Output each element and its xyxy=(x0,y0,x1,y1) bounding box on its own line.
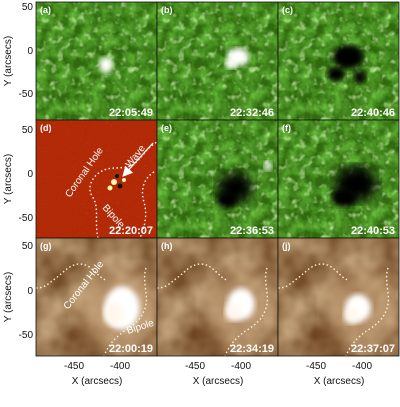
bipole-boundary xyxy=(139,171,155,238)
y-axis-title: Y (arcsecs) xyxy=(3,154,14,204)
panel-h: (h) 22:34:19 xyxy=(156,237,279,357)
y-tick-label: -50 xyxy=(19,330,34,341)
y-tick-label: -50 xyxy=(19,89,34,100)
panel-label: (b) xyxy=(161,5,173,15)
y-tick-label: -50 xyxy=(19,213,34,224)
y-tick-label: 50 xyxy=(22,241,34,252)
panel-time: 22:32:46 xyxy=(230,107,274,119)
panel-g: (g) Coronal Hole Bipole 22:00:19 xyxy=(35,237,158,357)
x-axis-title: X (arcsecs) xyxy=(314,376,365,387)
panel-a: (a) 22:05:49 xyxy=(35,1,158,121)
panel-label: (f) xyxy=(282,123,291,133)
panel-time: 22:05:49 xyxy=(109,107,153,119)
bipole-magnetic-features xyxy=(107,174,126,191)
panel-label: (c) xyxy=(282,5,293,15)
x-tick-label: -450 xyxy=(64,361,84,372)
panel-label: (j) xyxy=(282,241,291,251)
coronal-hole-boundary xyxy=(36,263,107,289)
y-axis-title: Y (arcsecs) xyxy=(3,272,14,322)
y-tick-label: 0 xyxy=(27,169,33,180)
panel-f: (f) 22:40:53 xyxy=(277,119,400,239)
x-tick-label: -450 xyxy=(306,361,326,372)
coronal-hole-boundary xyxy=(278,263,349,289)
x-axis-title: X (arcsecs) xyxy=(72,376,123,387)
bright-point xyxy=(264,161,272,171)
y-tick-label: 0 xyxy=(27,286,33,297)
panel-d: (d) Coronal Hole Bipole Wave 22:20:07 xyxy=(35,119,158,239)
x-tick-label: -400 xyxy=(352,361,372,372)
y-tick-label: 50 xyxy=(22,125,34,136)
bipole-boundary xyxy=(103,267,148,356)
panel-c: (c) 22:40:46 xyxy=(277,1,400,121)
panel-frame xyxy=(277,237,400,357)
panel-label: (g) xyxy=(40,241,52,251)
panel-time: 22:34:19 xyxy=(230,343,274,355)
dimming-region xyxy=(333,45,363,69)
panel-e: (e) 22:36:53 xyxy=(156,119,279,239)
y-tick-label: 0 xyxy=(27,46,33,57)
panel-time: 22:36:53 xyxy=(230,225,274,237)
y-axis-row-1: Y (arcsecs) 50 0 -50 xyxy=(3,2,33,100)
wave-arrow xyxy=(122,142,154,177)
x-axis-title: X (arcsecs) xyxy=(193,376,244,387)
panel-time: 22:40:53 xyxy=(351,225,395,237)
x-axis-col-3: -450 -400 X (arcsecs) xyxy=(306,361,372,387)
x-tick-label: -400 xyxy=(110,361,130,372)
panel-b: (b) 22:32:46 xyxy=(156,1,279,121)
panel-time: 22:37:07 xyxy=(351,343,395,355)
bipole-boundary xyxy=(224,267,269,356)
panel-label: (e) xyxy=(161,123,172,133)
bipole-boundary xyxy=(345,267,390,356)
x-tick-label: -450 xyxy=(185,361,205,372)
panel-time: 22:20:07 xyxy=(109,225,153,237)
panel-label: (d) xyxy=(40,123,52,133)
y-axis-row-3: Y (arcsecs) 50 0 -50 xyxy=(3,241,33,341)
y-axis-row-2: Y (arcsecs) 50 0 -50 xyxy=(3,125,33,224)
x-tick-label: -400 xyxy=(231,361,251,372)
coronal-hole-boundary xyxy=(157,263,228,289)
y-axis-title: Y (arcsecs) xyxy=(3,36,14,86)
x-axis-col-2: -450 -400 X (arcsecs) xyxy=(185,361,251,387)
panel-time: 22:00:19 xyxy=(109,343,153,355)
y-tick-label: 50 xyxy=(22,2,34,13)
bright-point xyxy=(99,57,113,73)
panel-time: 22:40:46 xyxy=(351,107,395,119)
x-axis-col-1: -450 -400 X (arcsecs) xyxy=(64,361,130,387)
panel-label: (a) xyxy=(40,5,51,15)
panel-j: (j) 22:37:07 xyxy=(277,237,400,357)
panel-label: (h) xyxy=(161,241,173,251)
